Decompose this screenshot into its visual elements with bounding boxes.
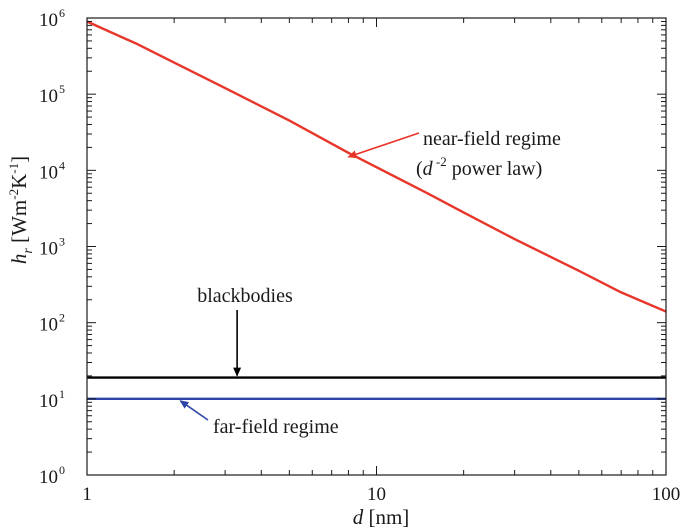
annotation-near-field-arrow	[347, 132, 420, 159]
y-tick-exponent: 4	[59, 158, 65, 172]
annotation-far-field: far-field regime	[179, 400, 339, 438]
y-axis-unit-exp1: -2	[6, 189, 21, 200]
x-tick-label: 10	[367, 484, 386, 505]
x-tick-label: 1	[82, 484, 92, 505]
annotation-far-field-arrow	[179, 400, 209, 421]
y-tick-label: 10	[39, 391, 58, 412]
y-tick-exponent: 2	[59, 311, 65, 325]
y-tick-exponent: 0	[59, 463, 65, 477]
series-near-field-line	[87, 20, 666, 313]
annotation-near-field-line2: (d -2 power law)	[416, 154, 542, 180]
annotation-blackbodies-label: blackbodies	[197, 285, 293, 307]
y-tick-label: 10	[39, 162, 58, 183]
y-axis-unit-close: ]	[7, 156, 31, 163]
plot-frame	[86, 17, 667, 476]
y-axis-var: h	[7, 254, 31, 265]
y-tick-label: 10	[39, 10, 58, 31]
x-axis-var: d	[353, 505, 364, 529]
annotation-near-field-paren: (	[416, 158, 423, 180]
x-tick-label: 100	[652, 484, 681, 505]
y-axis-unit-open: [Wm	[7, 200, 31, 248]
annotation-near-field-rest: power law)	[447, 158, 543, 180]
annotation-near-field-var: d	[423, 158, 434, 180]
y-tick-exponent: 6	[59, 6, 65, 20]
annotation-near-field-exp: -2	[433, 154, 447, 169]
y-tick-exponent: 1	[59, 387, 65, 401]
y-tick-label: 10	[39, 239, 58, 260]
y-axis-unit-mid: K	[7, 174, 31, 189]
y-axis-unit-exp2: -1	[6, 163, 21, 174]
y-tick-label: 10	[39, 315, 58, 336]
y-axis-sub: r	[21, 248, 36, 254]
annotation-blackbodies: blackbodies	[197, 285, 293, 377]
y-axis-label: hr [Wm-2K-1]	[6, 156, 36, 264]
annotation-near-field-line1: near-field regime	[423, 128, 561, 150]
y-tick-exponent: 3	[59, 235, 65, 249]
y-tick-label: 10	[39, 86, 58, 107]
y-tick-label: 10	[39, 467, 58, 488]
y-tick-exponent: 5	[59, 82, 65, 96]
x-axis-label: d [nm]	[353, 505, 410, 529]
series-layer	[87, 20, 666, 400]
annotation-near-field: near-field regime (d -2 power law)	[347, 128, 561, 180]
x-axis-unit: [nm]	[363, 505, 409, 529]
annotation-far-field-label: far-field regime	[213, 416, 339, 438]
